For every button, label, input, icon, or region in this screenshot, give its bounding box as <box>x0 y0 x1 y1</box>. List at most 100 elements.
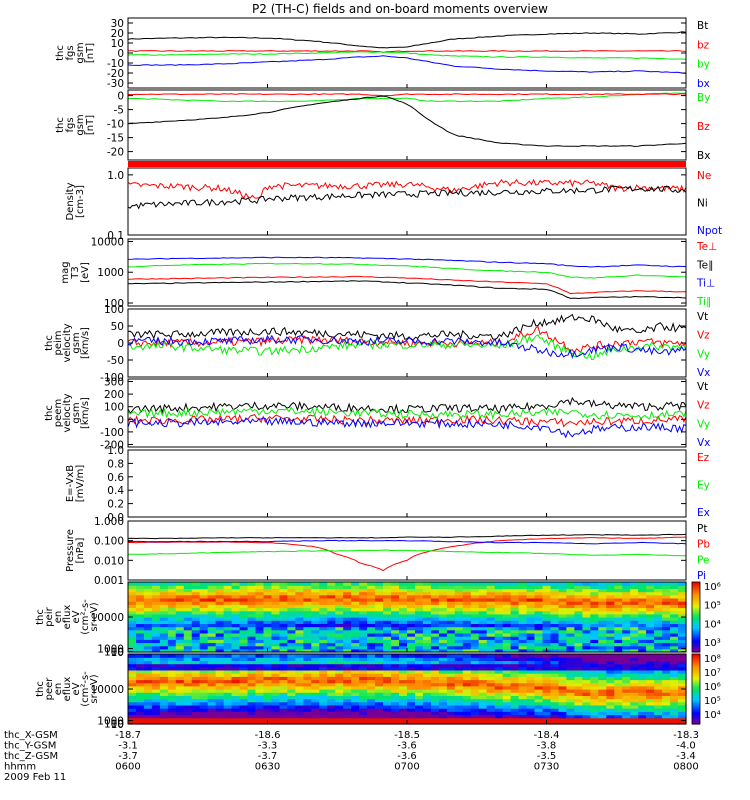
spectrogram-cell <box>407 604 416 609</box>
spectrogram-cell <box>231 617 241 621</box>
spectrogram-cell <box>678 704 687 709</box>
spectrogram-cell <box>128 648 137 653</box>
spectrogram-cell <box>327 591 336 596</box>
spectrogram-cell <box>494 607 504 612</box>
spectrogram-cell <box>558 617 568 621</box>
spectrogram-cell <box>143 607 153 612</box>
spectrogram-cell <box>446 588 456 593</box>
spectrogram-cell <box>518 673 528 677</box>
spectrogram-cell <box>231 588 241 593</box>
legend-Vx: Vx <box>697 367 710 379</box>
spectrogram-cell <box>582 610 591 615</box>
spectrogram-cell <box>303 601 312 605</box>
spectrogram-cell <box>638 604 647 609</box>
spectrogram-cell <box>303 682 312 687</box>
colorbar-step <box>692 600 700 604</box>
spectrogram-cell <box>446 604 456 609</box>
spectrogram-cell <box>207 666 217 671</box>
spectrogram-cell <box>446 682 456 687</box>
spectrogram-cell <box>446 623 456 628</box>
spectrogram-cell <box>175 626 185 631</box>
spectrogram-cell <box>271 711 281 716</box>
spectrogram-cell <box>542 617 552 621</box>
spectrogram-cell <box>574 701 583 706</box>
spectrogram-cell <box>247 629 257 634</box>
spectrogram-cell <box>446 701 456 706</box>
spectrogram-cell <box>271 669 281 674</box>
spectrogram-cell <box>518 682 528 687</box>
spectrogram-cell <box>534 636 544 640</box>
spectrogram-cell <box>128 588 137 593</box>
spectrogram-cell <box>558 620 568 624</box>
spectrogram-cell <box>534 620 544 624</box>
spectrogram-cell <box>614 714 623 719</box>
spectrogram-cell <box>279 666 289 671</box>
spectrogram-cell <box>622 695 631 700</box>
spectrogram-cell <box>430 682 440 687</box>
spectrogram-cell <box>526 629 536 634</box>
spectrogram-cell <box>598 708 607 712</box>
spectrogram-cell <box>574 623 583 628</box>
spectrogram-cell <box>295 607 304 612</box>
spectrogram-cell <box>415 626 424 631</box>
spectrogram-cell <box>534 585 544 589</box>
spectrogram-cell <box>295 714 304 719</box>
spectrogram-cell <box>255 669 265 674</box>
spectrogram-cell <box>462 717 472 722</box>
spectrogram-cell <box>486 582 496 586</box>
spectrogram-cell <box>263 636 273 640</box>
spectrogram-cell <box>159 648 169 653</box>
spectrogram-cell <box>159 636 169 640</box>
spectrogram-cell <box>279 714 289 719</box>
spectrogram-cell <box>223 692 233 696</box>
spectrogram-cell <box>638 708 647 712</box>
spectrogram-cell <box>136 626 145 631</box>
spectrogram-cell <box>279 648 289 653</box>
spectrogram-cell <box>638 642 647 647</box>
spectrogram-cell <box>183 648 193 653</box>
spectrogram-cell <box>359 591 368 596</box>
spectrogram-cell <box>303 594 312 599</box>
spectrogram-cell <box>438 594 448 599</box>
spectrogram-cell <box>199 679 209 684</box>
spectrogram-cell <box>502 585 512 589</box>
spectrogram-cell <box>263 613 273 618</box>
spectrogram-cell <box>128 704 137 709</box>
colorbar-step <box>692 638 700 641</box>
spectrogram-cell <box>502 604 512 609</box>
spectrogram-cell <box>175 695 185 700</box>
spectrogram-cell <box>239 676 249 681</box>
spectrogram-cell <box>430 679 440 684</box>
spectrogram-cell <box>678 585 687 589</box>
spectrogram-cell <box>335 582 344 586</box>
spectrogram-cell <box>375 695 384 700</box>
spectrogram-cell <box>136 582 145 586</box>
spectrogram-cell <box>343 660 352 665</box>
spectrogram-cell <box>438 648 448 653</box>
spectrogram-cell <box>367 685 376 690</box>
spectrogram-cell <box>311 708 320 712</box>
spectrogram-cell <box>630 666 639 671</box>
spectrogram-cell <box>662 639 671 644</box>
spectrogram-cell <box>311 692 320 696</box>
spectrogram-cell <box>271 594 281 599</box>
ephemeris-value: 0800 <box>673 762 698 773</box>
spectrogram-cell <box>319 607 328 612</box>
spectrogram-cell <box>351 623 360 628</box>
spectrogram-cell <box>582 594 591 599</box>
spectrogram-cell <box>375 685 384 690</box>
spectrogram-cell <box>351 708 360 712</box>
spectrogram-cell <box>271 654 281 658</box>
spectrogram-cell <box>271 597 281 602</box>
spectrogram-cell <box>566 708 575 712</box>
spectrogram-cell <box>327 617 336 621</box>
spectrogram-cell <box>574 682 583 687</box>
spectrogram-cell <box>598 588 607 593</box>
spectrogram-cell <box>303 660 312 665</box>
spectrogram-cell <box>430 639 440 644</box>
spectrogram-cell <box>255 689 265 693</box>
spectrogram-cell <box>566 698 575 703</box>
spectrogram-cell <box>136 613 145 618</box>
spectrogram-cell <box>191 639 201 644</box>
spectrogram-cell <box>263 629 273 634</box>
